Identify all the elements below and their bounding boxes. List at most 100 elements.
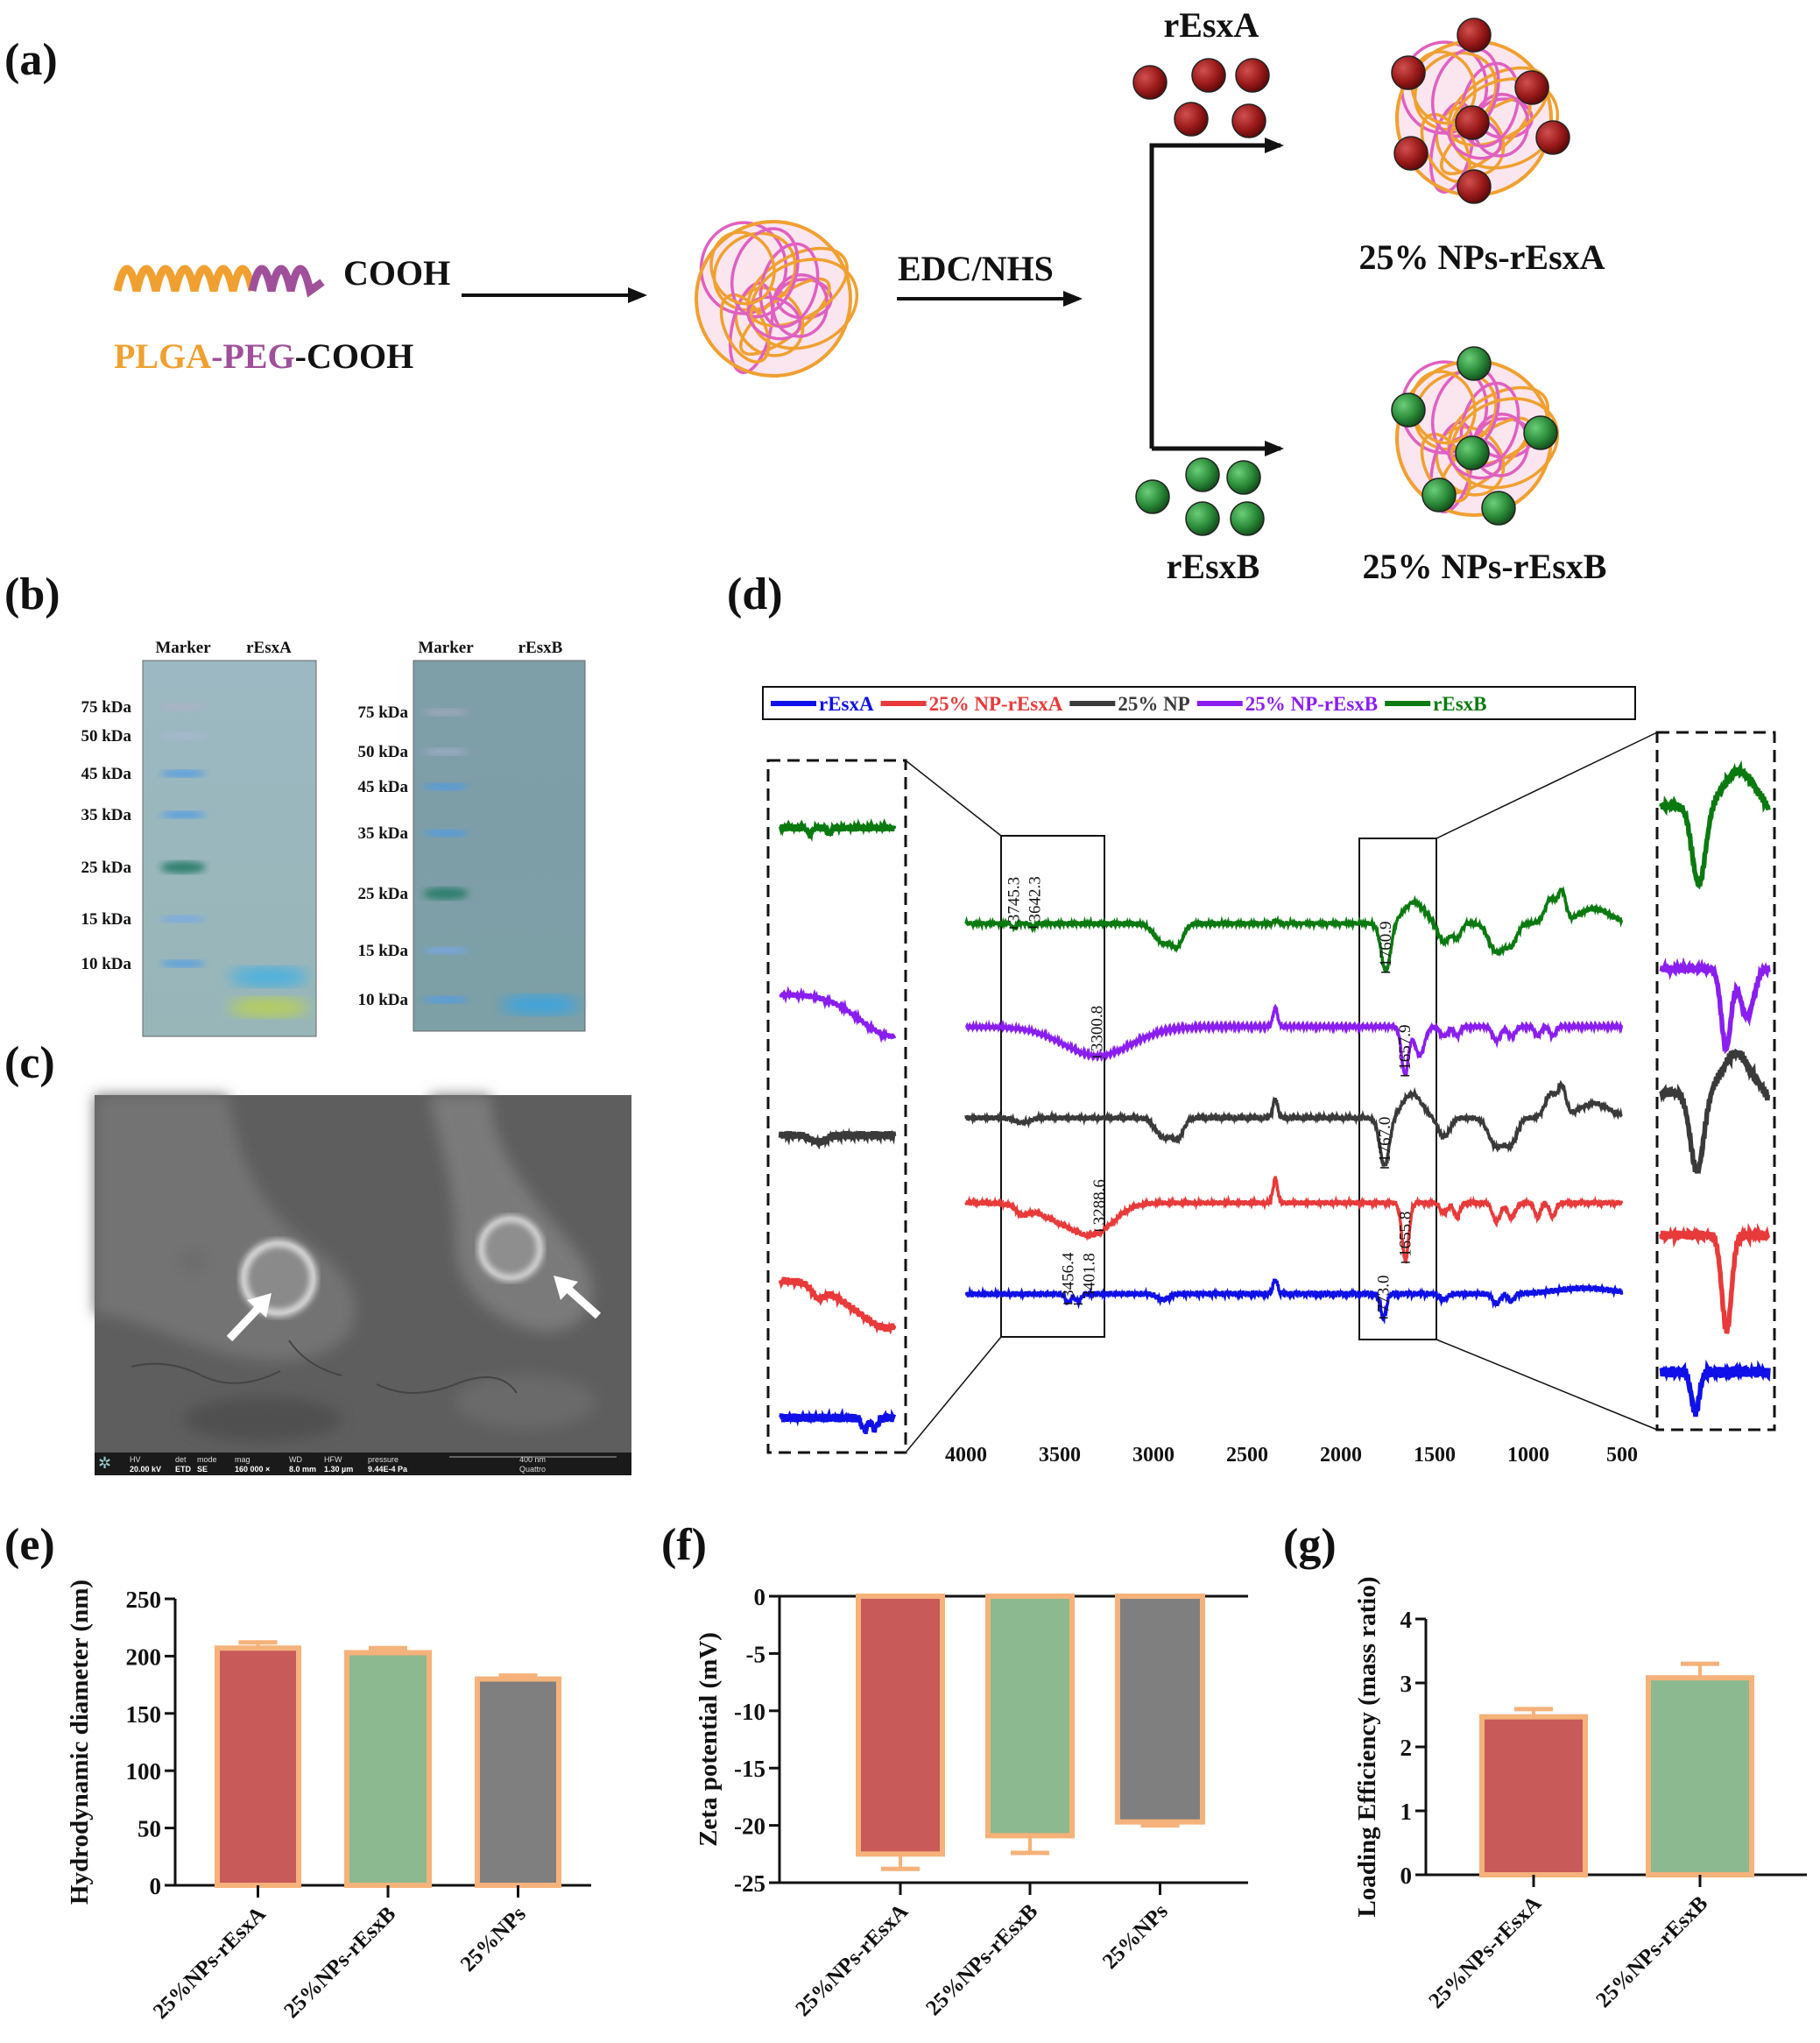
- sem-field-value: SE: [197, 1465, 208, 1474]
- protein-ball: [1457, 18, 1492, 53]
- protein-ball: [1132, 65, 1167, 100]
- polymer-cooh-label: -COOH: [295, 336, 414, 376]
- peak-label: 1767.0: [1376, 1117, 1394, 1163]
- polymer-name: PLGA-PEG-COOH: [114, 336, 413, 376]
- panel-label-a: (a): [4, 35, 58, 85]
- marker-band: [423, 830, 469, 837]
- peak-label: 1657.9: [1396, 1025, 1414, 1071]
- peak-label: 3642.3: [1026, 876, 1045, 922]
- lane-label: rEsxA: [246, 639, 292, 657]
- protein-ball: [1391, 55, 1426, 90]
- legend-label: rEsxB: [1433, 693, 1486, 715]
- marker-size-label: 25 kDa: [357, 885, 408, 903]
- zoom-trace-right: [1659, 1222, 1771, 1334]
- protein-b-label: rEsxB: [1167, 547, 1260, 586]
- ftir-series-25-NP-rEsxA: [964, 1176, 1624, 1264]
- x-tick-label: 1000: [1507, 1444, 1549, 1467]
- protein-ball: [1523, 415, 1558, 450]
- peg-chain-icon: [248, 265, 325, 298]
- y-tick-label: 100: [126, 1758, 162, 1785]
- zoom-trace-left: [779, 1407, 897, 1435]
- sem-field-value: 1.30 µm: [324, 1465, 353, 1474]
- polymer-loop: [746, 295, 801, 341]
- protein-ball: [1230, 501, 1265, 536]
- marker-size-label: 45 kDa: [81, 765, 131, 783]
- x-tick-label: 1500: [1414, 1444, 1456, 1467]
- arrow-icon: [226, 1302, 265, 1342]
- zoom-trace-right: [1659, 1048, 1771, 1175]
- lane-label: Marker: [418, 639, 474, 657]
- panel-label-b: (b): [4, 569, 60, 619]
- marker-band: [160, 861, 206, 873]
- marker-band: [160, 732, 206, 739]
- protein-ball: [1481, 491, 1516, 526]
- sem-field-key: pressure: [368, 1455, 399, 1464]
- sds-page-gels: Marker rEsxA 75 kDa 50 kDa 45 kDa 35 kDa 25 kD…: [81, 639, 586, 1037]
- marker-band: [423, 783, 469, 790]
- bar-25%NPs-rEsxA: [215, 1645, 301, 1889]
- zoom-box-left: [766, 759, 907, 1454]
- lane-label: rEsxB: [518, 639, 563, 657]
- panel-label-e: (e): [4, 1520, 55, 1570]
- ftir-series-25-NP-rEsxB: [964, 1003, 1624, 1077]
- marker-band: [423, 947, 469, 954]
- protein-ball: [1455, 435, 1490, 470]
- polymer-loop: [699, 221, 788, 315]
- y-tick-label: 2: [1400, 1735, 1413, 1761]
- zoom-trace-left: [778, 1127, 897, 1150]
- y-tick-label: 3: [1400, 1671, 1413, 1697]
- zoom-trace-left: [778, 1276, 897, 1335]
- ftir-series-rEsxA: [964, 1278, 1624, 1325]
- y-tick-label: 200: [126, 1644, 162, 1670]
- sem-field-value: 160 000 ×: [235, 1465, 270, 1474]
- peak-label: 3300.8: [1089, 1006, 1107, 1051]
- protein-ball: [1231, 103, 1266, 138]
- x-tick-label: 500: [1606, 1444, 1638, 1467]
- protein-ball: [1185, 501, 1220, 536]
- gel-2: Marker rEsxB 75 kDa 50 kDa 45 kDa 35 kDa 25 kD…: [357, 639, 586, 1032]
- marker-size-label: 10 kDa: [357, 991, 408, 1009]
- sem-field-key: HFW: [324, 1455, 342, 1464]
- peak-label: 773.0: [1375, 1275, 1393, 1312]
- peak-label: 1655.8: [1397, 1212, 1415, 1257]
- bar-25%NPs-rEsxB: [985, 1594, 1075, 1839]
- marker-band: [423, 996, 469, 1003]
- y-tick-label: -15: [734, 1756, 765, 1782]
- branch-arrow-up-icon: [1149, 138, 1284, 449]
- zoom-trace-right: [1659, 760, 1771, 890]
- legend-label: rEsxA: [819, 693, 874, 715]
- y-tick-label: 150: [126, 1701, 162, 1728]
- region-box-oh: [1000, 835, 1105, 1338]
- protein-ball: [1457, 346, 1492, 381]
- x-tick-label: 25%NPs-rEsxA: [149, 1902, 271, 2024]
- polymer-loop: [1459, 61, 1520, 148]
- polymer-loop: [758, 242, 820, 329]
- loading-efficiency-chart: 0 1 2 3 4 Loading Efficiency (mass ratio) 25%N…: [1353, 1576, 1807, 2013]
- protein-band: [229, 967, 308, 986]
- marker-size-label: 50 kDa: [357, 743, 408, 761]
- marker-size-label: 10 kDa: [81, 955, 131, 973]
- y-axis-label: Zeta potential (mV): [695, 1632, 723, 1847]
- y-tick-label: 0: [1400, 1863, 1413, 1889]
- arrow-icon: [561, 1283, 602, 1319]
- gel-1: Marker rEsxA 75 kDa 50 kDa 45 kDa 35 kDa 25 kD…: [81, 639, 317, 1037]
- marker-band: [160, 703, 206, 710]
- y-tick-label: -10: [734, 1699, 765, 1725]
- bar-25%NPs-rEsxB: [1646, 1675, 1754, 1878]
- sem-field-value: 9.44E-4 Pa: [368, 1465, 408, 1474]
- x-tick-label: 25%NPs-rEsxA: [791, 1899, 913, 2021]
- protein-ball: [1514, 70, 1549, 105]
- y-tick-label: 250: [126, 1587, 162, 1613]
- polymer-loop: [712, 231, 797, 312]
- product-a-label: 25% NPs-rEsxA: [1358, 237, 1605, 277]
- marker-size-label: 15 kDa: [81, 910, 131, 929]
- protein-ball: [1226, 460, 1261, 495]
- bar-25%NPs-rEsxA: [1479, 1714, 1588, 1877]
- bar-25%NPs: [1115, 1594, 1205, 1825]
- panel-label-c: (c): [4, 1038, 55, 1088]
- reagent-label: EDC/NHS: [898, 249, 1054, 288]
- product-b-label: 25% NPs-rEsxB: [1363, 547, 1607, 586]
- sem-field-key: HV: [130, 1455, 141, 1464]
- protein-ball: [1535, 120, 1570, 155]
